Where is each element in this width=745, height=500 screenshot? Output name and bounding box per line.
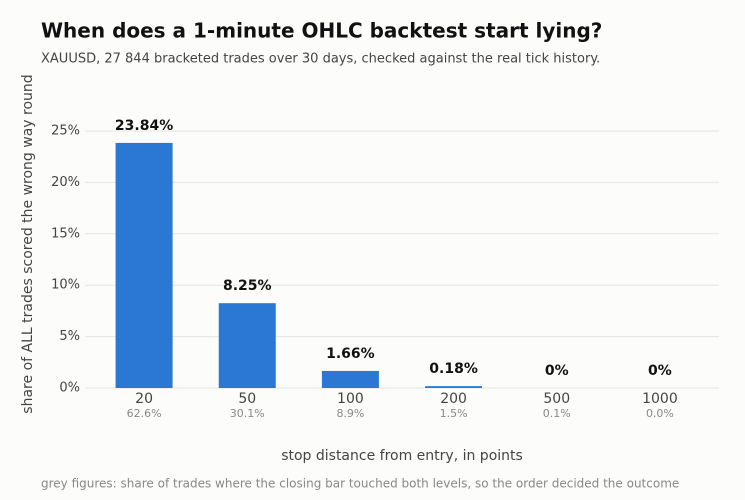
x-tick-label: 50 [238, 391, 256, 407]
y-tick-label: 0% [59, 381, 80, 396]
category-note: 62.6% [127, 407, 162, 420]
x-tick-label: 500 [543, 391, 570, 407]
category-note: 30.1% [230, 407, 265, 420]
category-note: 1.5% [440, 407, 468, 420]
x-tick-label: 100 [337, 391, 364, 407]
x-axis-label: stop distance from entry, in points [281, 448, 523, 464]
value-label: 0.18% [429, 361, 478, 377]
value-label: 0% [545, 363, 569, 379]
bar [321, 370, 379, 388]
category-note: 8.9% [336, 407, 364, 420]
x-tick-label: 200 [440, 391, 467, 407]
y-tick-label: 25% [51, 124, 80, 139]
bar [218, 303, 276, 388]
x-tick-label: 20 [135, 391, 153, 407]
bar [425, 386, 483, 388]
y-axis-label: share of ALL trades scored the wrong way… [20, 74, 36, 413]
chart-subtitle: XAUUSD, 27 844 bracketed trades over 30 … [41, 52, 600, 67]
value-label: 8.25% [223, 278, 272, 294]
y-tick-label: 15% [51, 226, 80, 241]
y-tick-label: 20% [51, 175, 80, 190]
value-label: 1.66% [326, 346, 375, 362]
chart-title: When does a 1-minute OHLC backtest start… [41, 19, 602, 43]
x-tick-label: 1000 [642, 391, 678, 407]
bar [115, 142, 173, 388]
category-note: 0.0% [646, 407, 674, 420]
value-label: 0% [648, 363, 672, 379]
category-note: 0.1% [543, 407, 571, 420]
y-tick-label: 10% [51, 278, 80, 293]
value-label: 23.84% [115, 118, 173, 134]
footnote: grey figures: share of trades where the … [41, 477, 679, 491]
y-tick-label: 5% [59, 329, 80, 344]
